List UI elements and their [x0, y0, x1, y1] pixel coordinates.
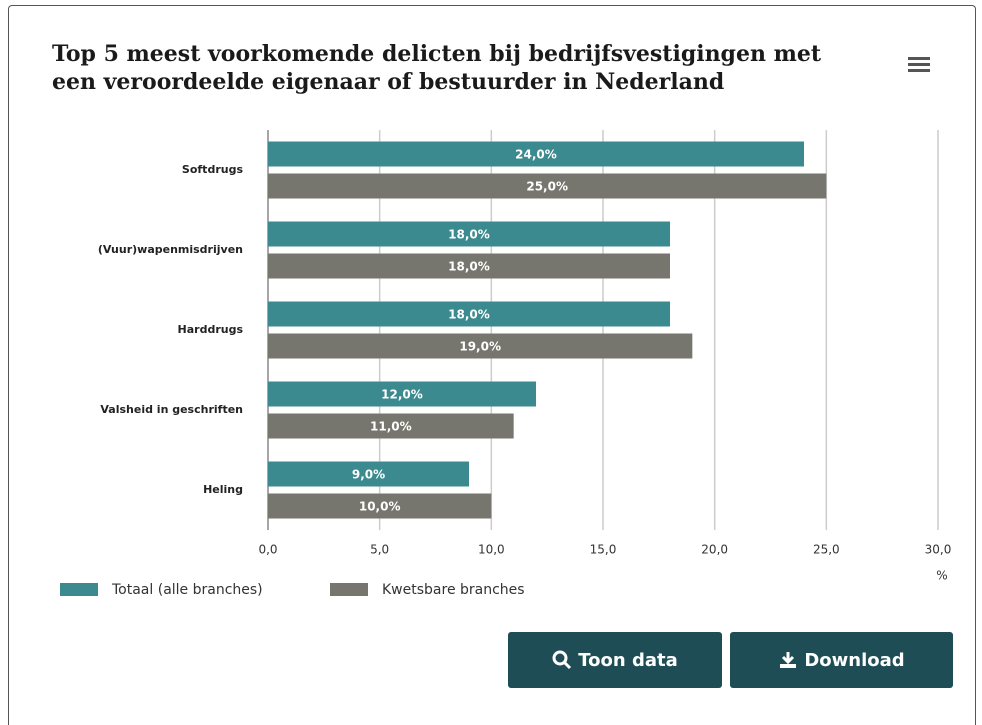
button-label: Download — [804, 649, 905, 671]
y-tick-label: (Vuur)wapenmisdrijven — [98, 243, 243, 256]
download-icon — [780, 652, 797, 668]
x-tick-label: 30,0 — [925, 543, 952, 557]
bar — [268, 301, 670, 327]
bar-value-label: 18,0% — [448, 228, 490, 242]
bar-value-label: 10,0% — [359, 500, 401, 514]
button-label: Toon data — [578, 649, 678, 671]
bar-value-label: 25,0% — [526, 180, 568, 194]
x-tick-label: 0,0 — [258, 543, 277, 557]
show-data-button[interactable]: Toon data — [508, 632, 722, 688]
bar — [268, 141, 804, 167]
x-tick-label: 10,0 — [478, 543, 505, 557]
download-button[interactable]: Download — [730, 632, 953, 688]
bar-value-label: 19,0% — [459, 340, 501, 354]
x-tick-label: 5,0 — [370, 543, 389, 557]
bar — [268, 461, 469, 487]
bar-value-label: 18,0% — [448, 260, 490, 274]
bar — [268, 173, 827, 199]
x-tick-label: 25,0 — [813, 543, 840, 557]
x-axis-label: % — [936, 569, 947, 583]
chart-title: Top 5 meest voorkomende delicten bij bed… — [52, 41, 822, 95]
y-tick-label: Softdrugs — [182, 163, 244, 176]
bar-value-label: 12,0% — [381, 388, 423, 402]
bar-value-label: 18,0% — [448, 308, 490, 322]
bar — [268, 333, 693, 359]
chart-card — [8, 5, 976, 725]
search-icon — [552, 650, 572, 670]
chart: 0,0 5,0 10,0 15,0 20,0 25,0 30,0% Softdrugs 24,0… — [60, 130, 952, 598]
y-tick-label: Heling — [203, 483, 243, 496]
legend-label: Kwetsbare branches — [382, 582, 525, 598]
bar-value-label: 9,0% — [352, 468, 385, 482]
y-tick-label: Valsheid in geschriften — [100, 403, 243, 416]
bar — [268, 221, 670, 247]
legend-swatch — [60, 583, 98, 596]
bar-value-label: 24,0% — [515, 148, 557, 162]
legend-label: Totaal (alle branches) — [111, 582, 263, 598]
bar — [268, 493, 492, 519]
bar-value-label: 11,0% — [370, 420, 412, 434]
menu-button[interactable] — [906, 54, 934, 76]
y-tick-label: Harddrugs — [178, 323, 244, 336]
x-tick-label: 20,0 — [701, 543, 728, 557]
bar — [268, 253, 670, 279]
bar — [268, 381, 536, 407]
x-tick-label: 15,0 — [590, 543, 617, 557]
legend-swatch — [330, 583, 368, 596]
bar — [268, 413, 514, 439]
